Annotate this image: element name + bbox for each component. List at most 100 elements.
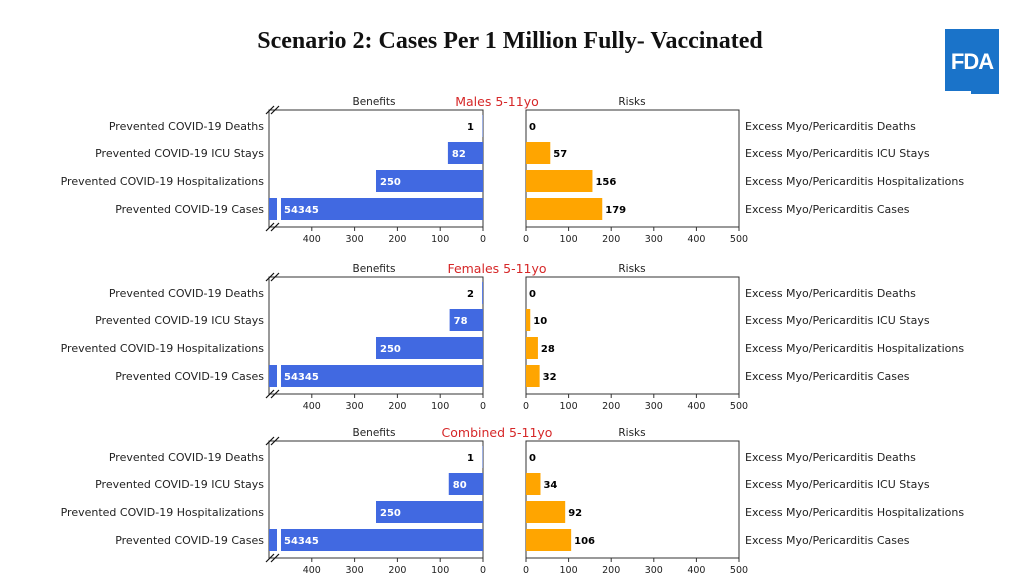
benefit-category-label: Prevented COVID-19 Hospitalizations <box>61 506 265 519</box>
benefit-bar <box>269 365 483 387</box>
risk-tick-label: 200 <box>602 401 620 412</box>
benefit-tick-label: 100 <box>431 401 449 412</box>
benefit-tick-label: 300 <box>346 401 364 412</box>
benefit-value-label: 54345 <box>284 372 319 383</box>
axis-break-mark <box>270 553 280 563</box>
risk-tick-label: 0 <box>523 401 529 412</box>
risk-category-label: Excess Myo/Pericarditis ICU Stays <box>745 147 930 160</box>
risk-bar <box>526 142 551 164</box>
benefit-bar <box>269 529 483 551</box>
benefit-value-label: 54345 <box>284 205 319 216</box>
benefit-tick-label: 300 <box>346 565 364 576</box>
risk-category-label: Excess Myo/Pericarditis Hospitalizations <box>745 506 964 519</box>
benefit-bar <box>376 337 483 359</box>
risk-tick-label: 500 <box>730 565 748 576</box>
risk-value-label: 34 <box>543 480 557 491</box>
benefit-category-label: Prevented COVID-19 Deaths <box>109 120 264 133</box>
benefit-tick-label: 200 <box>388 234 406 245</box>
risk-category-label: Excess Myo/Pericarditis Deaths <box>745 451 916 464</box>
risk-tick-label: 400 <box>687 565 705 576</box>
risk-category-label: Excess Myo/Pericarditis Cases <box>745 203 910 216</box>
benefit-value-label: 1 <box>467 453 474 464</box>
benefit-category-label: Prevented COVID-19 Deaths <box>109 451 264 464</box>
benefit-bar <box>448 473 483 495</box>
risk-tick-label: 100 <box>560 401 578 412</box>
benefits-header: Benefits <box>353 263 396 275</box>
risk-category-label: Excess Myo/Pericarditis Hospitalizations <box>745 342 964 355</box>
benefit-tick-label: 0 <box>480 565 486 576</box>
benefits-header: Benefits <box>353 427 396 439</box>
risk-value-label: 156 <box>595 177 616 188</box>
risks-header: Risks <box>618 263 645 275</box>
benefit-bar <box>376 501 483 523</box>
axis-break-mark <box>265 436 275 446</box>
benefits-header: Benefits <box>353 96 396 108</box>
axis-break-mark <box>270 105 280 115</box>
risk-category-label: Excess Myo/Pericarditis Deaths <box>745 120 916 133</box>
risk-value-label: 179 <box>605 205 626 216</box>
benefit-tick-label: 200 <box>388 401 406 412</box>
slide-title: Scenario 2: Cases Per 1 Million Fully- V… <box>257 28 763 54</box>
axis-break-mark <box>265 222 275 232</box>
risk-tick-label: 200 <box>602 565 620 576</box>
benefit-category-label: Prevented COVID-19 Cases <box>115 534 264 547</box>
benefit-bar <box>447 142 483 164</box>
risks-header: Risks <box>618 96 645 108</box>
risk-category-label: Excess Myo/Pericarditis Hospitalizations <box>745 175 964 188</box>
benefit-tick-label: 100 <box>431 234 449 245</box>
risk-bar <box>526 170 593 192</box>
risk-value-label: 106 <box>574 536 595 547</box>
benefit-value-label: 250 <box>380 344 401 355</box>
benefit-bar <box>376 170 483 192</box>
benefit-category-label: Prevented COVID-19 ICU Stays <box>95 147 264 160</box>
benefit-bar-break <box>277 198 281 220</box>
benefits-axes-frame <box>268 109 484 228</box>
axis-break-mark <box>265 105 275 115</box>
risk-value-label: 32 <box>543 372 557 383</box>
benefit-value-label: 78 <box>454 316 468 327</box>
risks-axes-frame <box>525 109 740 228</box>
risk-value-label: 57 <box>553 149 567 160</box>
panel-title: Combined 5-11yo <box>442 425 553 440</box>
benefits-axes-frame <box>268 276 484 395</box>
risks-axes-frame <box>525 276 740 395</box>
risk-tick-label: 300 <box>645 565 663 576</box>
benefit-tick-label: 100 <box>431 565 449 576</box>
axis-break-mark <box>270 436 280 446</box>
risks-axes-frame <box>525 440 740 559</box>
risk-bar <box>526 529 572 551</box>
risk-tick-label: 300 <box>645 234 663 245</box>
risk-tick-label: 400 <box>687 401 705 412</box>
fda-logo: FDA <box>945 29 999 94</box>
benefit-value-label: 250 <box>380 177 401 188</box>
risk-bar <box>526 365 540 387</box>
axis-break-mark <box>265 389 275 399</box>
risk-category-label: Excess Myo/Pericarditis Cases <box>745 370 910 383</box>
risk-bar <box>526 337 538 359</box>
risk-value-label: 0 <box>529 289 536 300</box>
risk-bar <box>526 473 541 495</box>
risk-category-label: Excess Myo/Pericarditis Deaths <box>745 287 916 300</box>
axis-break-mark <box>265 553 275 563</box>
risk-tick-label: 500 <box>730 234 748 245</box>
risk-value-label: 28 <box>541 344 555 355</box>
benefit-value-label: 82 <box>452 149 466 160</box>
benefit-category-label: Prevented COVID-19 Deaths <box>109 287 264 300</box>
risk-value-label: 10 <box>533 316 547 327</box>
risk-tick-label: 0 <box>523 234 529 245</box>
benefit-tick-label: 400 <box>303 565 321 576</box>
panel-title: Males 5-11yo <box>455 94 539 109</box>
benefit-value-label: 80 <box>453 480 467 491</box>
benefit-bar-break <box>277 529 281 551</box>
benefit-category-label: Prevented COVID-19 Cases <box>115 203 264 216</box>
risk-tick-label: 100 <box>560 234 578 245</box>
risk-tick-label: 300 <box>645 401 663 412</box>
risk-category-label: Excess Myo/Pericarditis Cases <box>745 534 910 547</box>
risk-category-label: Excess Myo/Pericarditis ICU Stays <box>745 478 930 491</box>
benefit-tick-label: 400 <box>303 234 321 245</box>
risk-bar <box>526 501 566 523</box>
benefit-bar <box>449 309 483 331</box>
benefit-tick-label: 200 <box>388 565 406 576</box>
benefit-category-label: Prevented COVID-19 ICU Stays <box>95 478 264 491</box>
